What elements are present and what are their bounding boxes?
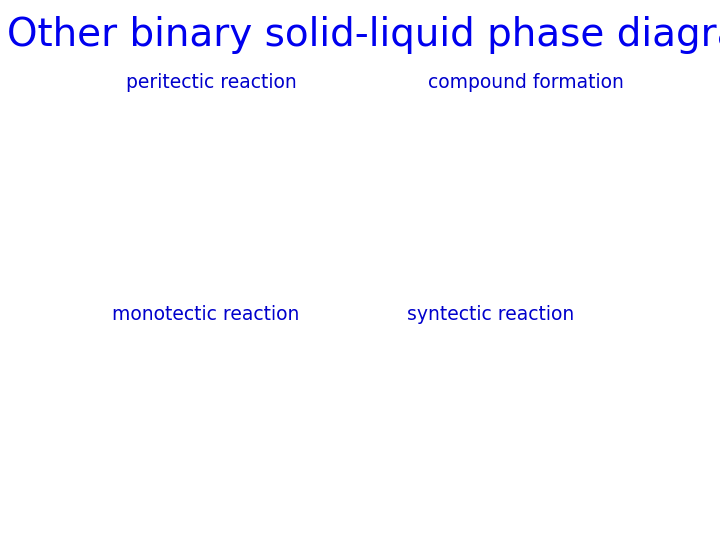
- Text: Other binary solid-liquid phase diagrams: Other binary solid-liquid phase diagrams: [7, 16, 720, 54]
- Text: syntectic reaction: syntectic reaction: [407, 305, 574, 324]
- Text: compound formation: compound formation: [428, 73, 624, 92]
- Text: peritectic reaction: peritectic reaction: [126, 73, 297, 92]
- Text: monotectic reaction: monotectic reaction: [112, 305, 299, 324]
